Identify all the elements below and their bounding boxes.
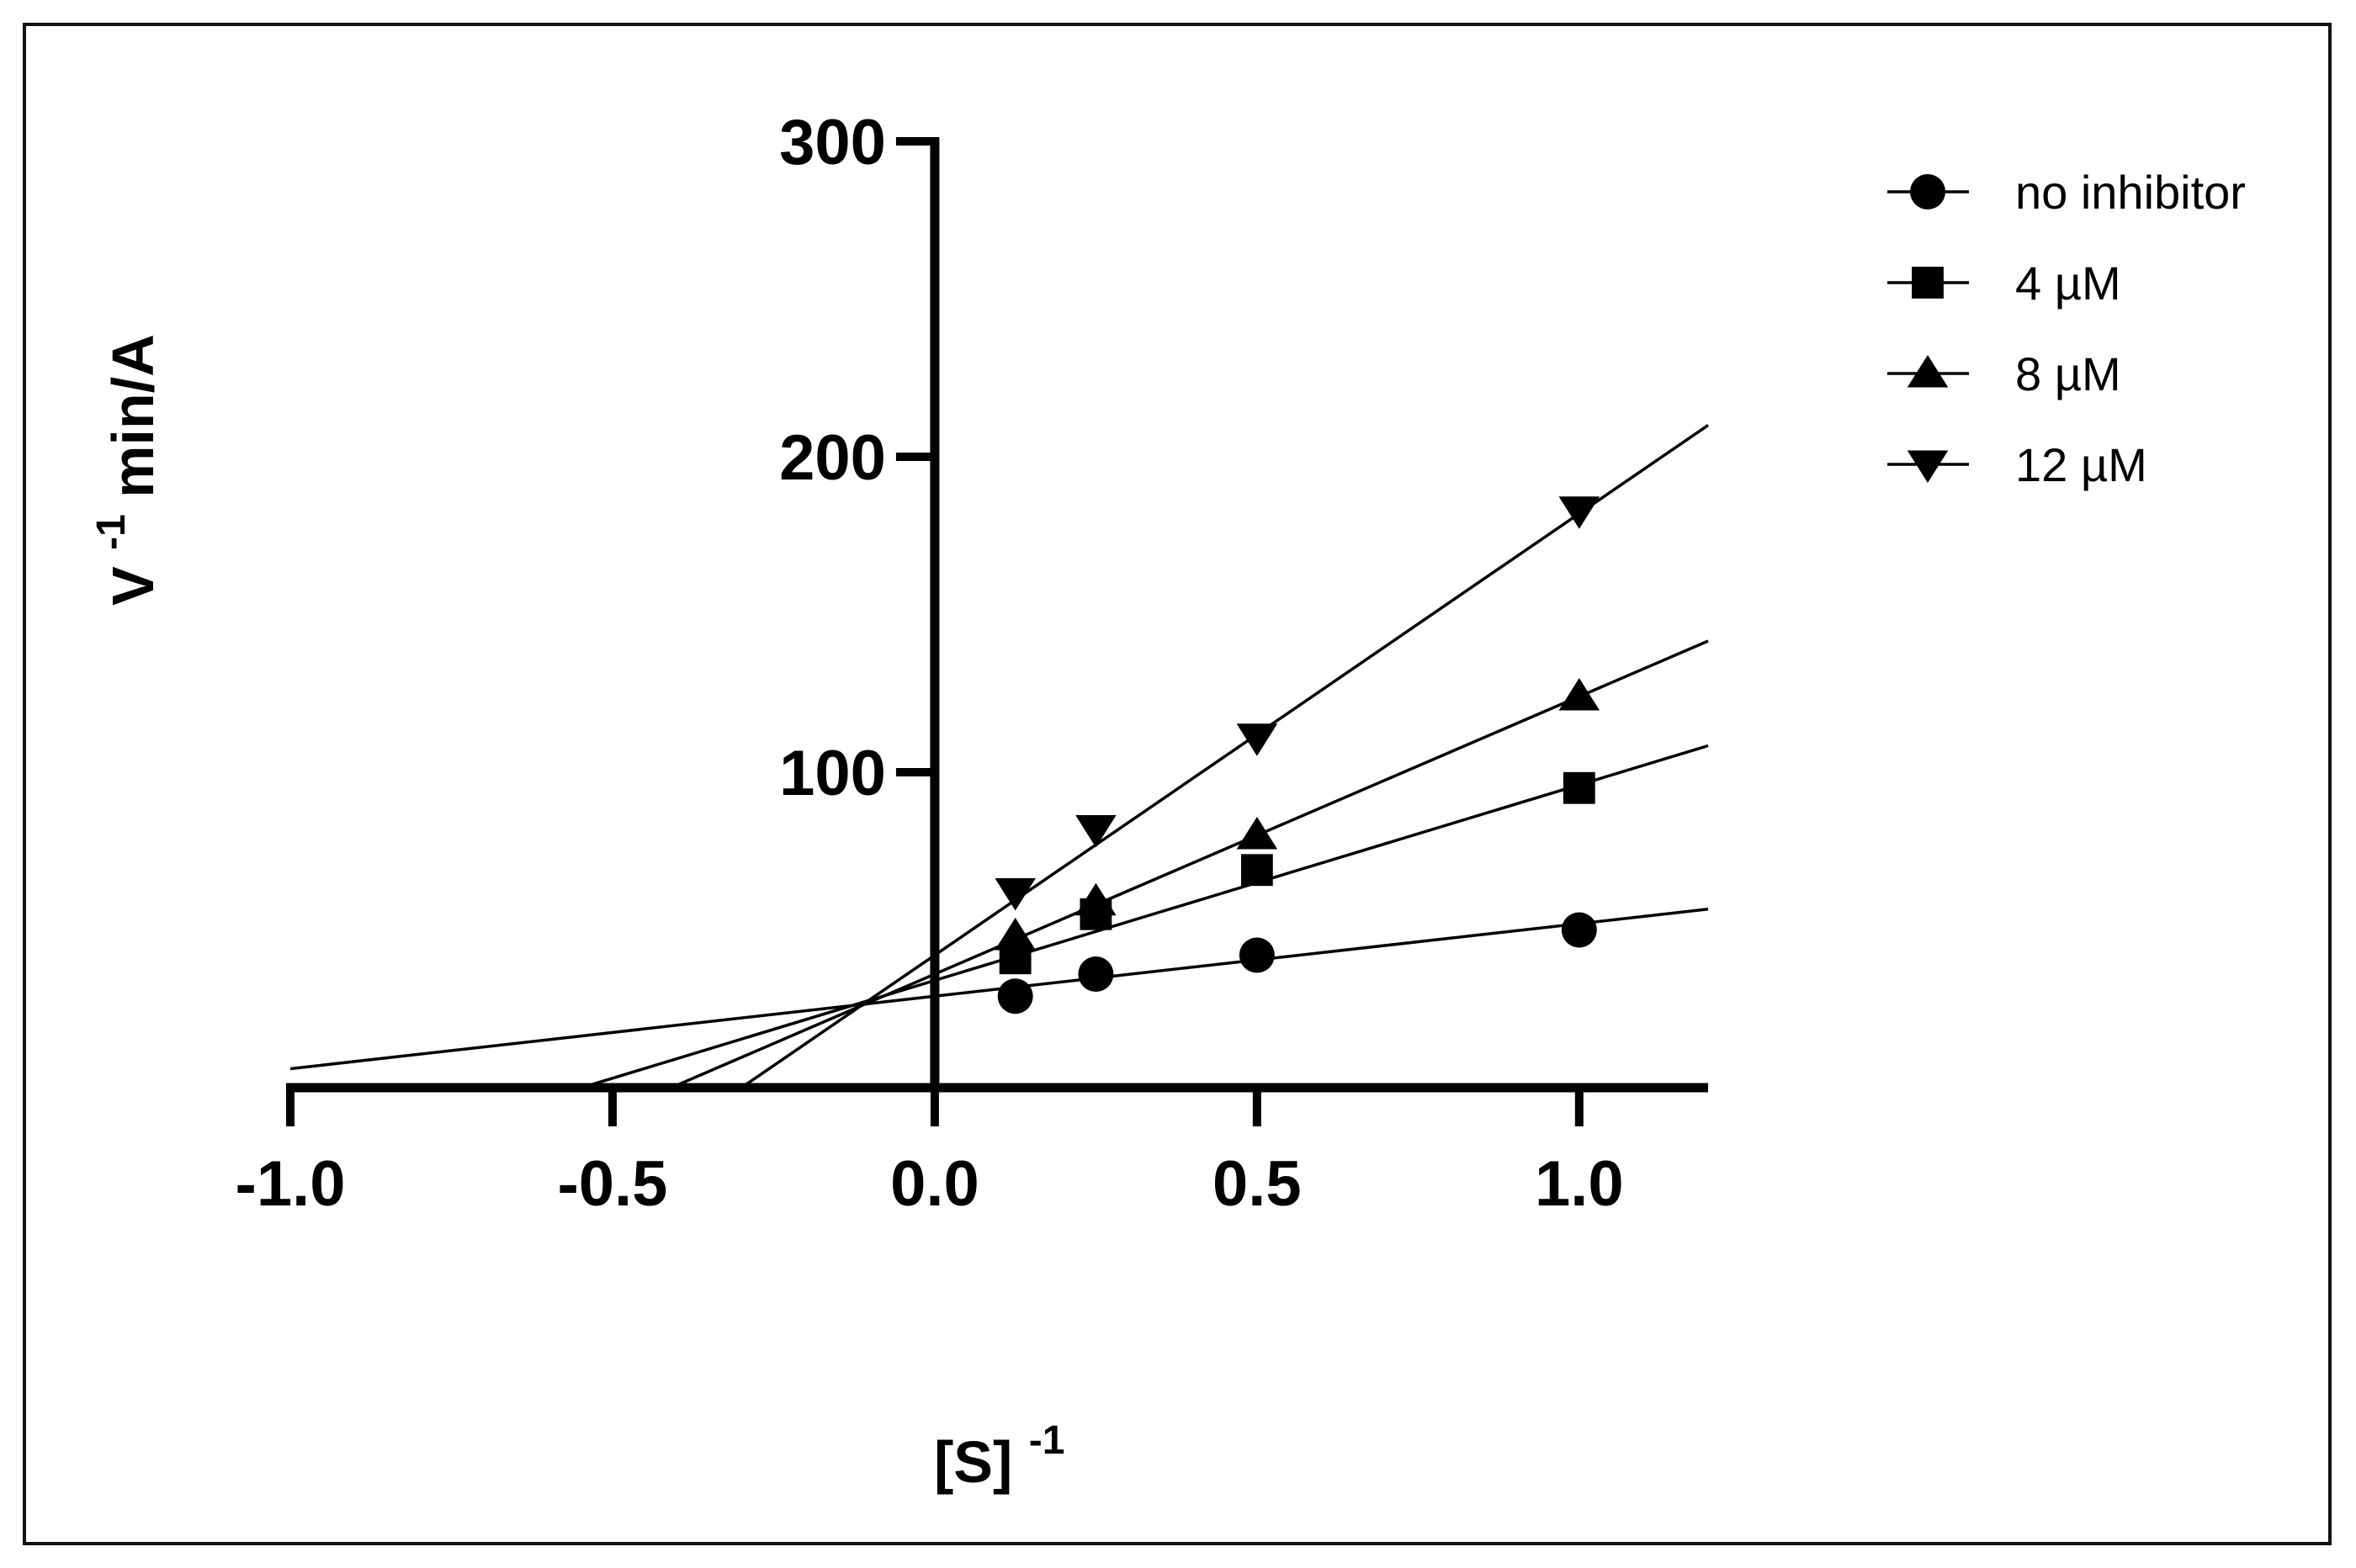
legend-label: 8 µM <box>2015 347 2121 400</box>
data-point-4-um <box>1240 854 1273 887</box>
fit-line-4-um <box>581 744 1709 1089</box>
chart-frame <box>23 23 2332 1545</box>
data-point-8-um <box>1075 882 1117 916</box>
data-point-no-inhibitor <box>1078 956 1114 992</box>
x-tick-label: -1.0 <box>236 1148 346 1220</box>
data-point-12-um <box>1558 496 1600 529</box>
data-markers <box>995 496 1600 1014</box>
y-axis-ticks: 100 200 300 <box>779 107 935 809</box>
legend-marker-8-um <box>1907 354 1949 388</box>
data-point-no-inhibitor <box>997 978 1033 1014</box>
legend: no inhibitor 4 µM 8 µM 12 µM <box>1887 166 2246 491</box>
y-axis-title: V -1 min/A <box>72 334 166 606</box>
fit-line-12-um <box>740 424 1709 1089</box>
data-point-8-um <box>1236 816 1278 850</box>
x-axis-title-sup: -1 <box>1029 1418 1065 1463</box>
legend-label: 4 µM <box>2015 257 2121 310</box>
legend-marker-12-um <box>1907 450 1949 484</box>
data-point-8-um <box>995 917 1036 951</box>
axes: -1.0 -0.5 0.0 0.5 1.0 100 200 300 <box>236 107 1708 1220</box>
x-axis-title: [S] -1 <box>934 1418 1064 1495</box>
fit-line-no-inhibitor <box>289 908 1709 1071</box>
x-tick-label: -0.5 <box>557 1148 667 1220</box>
data-point-12-um <box>1236 723 1278 756</box>
data-point-no-inhibitor <box>1239 937 1275 973</box>
y-axis-title-sup: -1 <box>89 514 134 550</box>
fit-lines <box>289 424 1709 1089</box>
data-point-12-um <box>1075 814 1117 848</box>
data-point-12-um <box>995 877 1036 911</box>
fit-line-8-um <box>670 639 1709 1089</box>
x-axis-ticks: -1.0 -0.5 0.0 0.5 1.0 <box>236 1088 1624 1220</box>
legend-label: 12 µM <box>2015 438 2147 491</box>
x-tick-label: 0.5 <box>1212 1148 1302 1220</box>
x-axis-title-main: [S] <box>934 1429 1012 1495</box>
y-tick-label: 300 <box>779 107 886 178</box>
x-tick-label: 0.0 <box>890 1148 979 1220</box>
data-point-4-um <box>1563 771 1595 804</box>
legend-marker-no-inhibitor <box>1910 174 1945 209</box>
y-tick-label: 200 <box>779 422 886 494</box>
data-point-8-um <box>1558 677 1600 711</box>
data-point-no-inhibitor <box>1561 912 1597 948</box>
x-tick-label: 1.0 <box>1535 1148 1624 1220</box>
legend-marker-4-um <box>1912 267 1944 299</box>
legend-label: no inhibitor <box>2015 166 2246 219</box>
y-axis-title-prefix: V <box>100 566 166 606</box>
y-tick-label: 100 <box>779 738 886 809</box>
y-axis-title-suffix: min/A <box>100 334 166 497</box>
